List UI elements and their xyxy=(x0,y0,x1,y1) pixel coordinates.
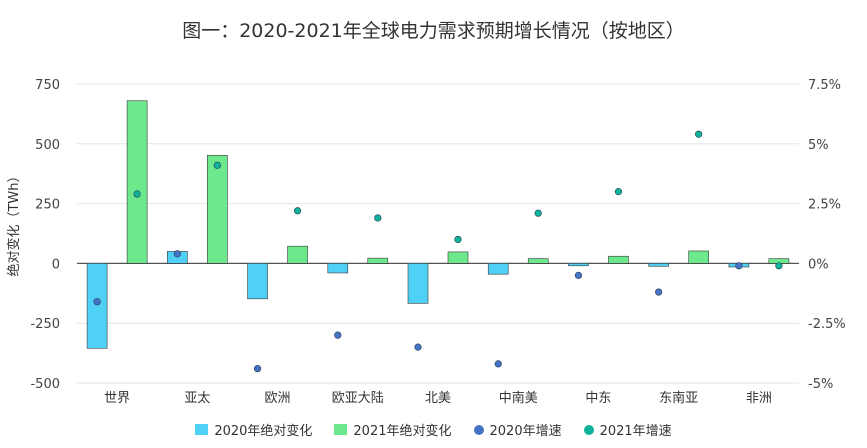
y-tick-label: -250 xyxy=(30,317,60,332)
bar-2021-4 xyxy=(447,251,469,264)
bar-2020-3 xyxy=(327,263,349,274)
chart-title: 图一：2020-2021年全球电力需求预期增长情况（按地区） xyxy=(182,20,685,42)
point-2021-5 xyxy=(534,209,542,217)
scatter-points xyxy=(93,130,783,373)
bar-2021-5 xyxy=(527,258,549,264)
grid-lines xyxy=(77,83,799,384)
legend-label: 2020年增速 xyxy=(489,424,562,439)
y-tick-label: 750 xyxy=(35,78,60,93)
legend-item-2021-change: 2021年绝对变化 xyxy=(334,420,452,439)
point-2021-1 xyxy=(213,161,221,169)
y2-tick-label: 0% xyxy=(808,257,829,272)
bar-2020-5 xyxy=(487,263,509,275)
x-tick-label: 非洲 xyxy=(746,391,772,406)
legend-label: 2021年增速 xyxy=(599,424,672,439)
y-axis-label: 绝对变化（TWh） xyxy=(6,169,22,276)
x-tick-label: 中南美 xyxy=(499,390,538,406)
point-2020-3 xyxy=(334,331,342,339)
bar-2020-6 xyxy=(568,263,589,267)
point-2020-8 xyxy=(735,262,743,270)
y-tick-label: 500 xyxy=(35,138,60,153)
point-2020-6 xyxy=(574,271,583,279)
point-2021-2 xyxy=(293,207,302,215)
y-axis-right: -5% -2.5% 0% 2.5% 5% 7.5% xyxy=(808,78,846,392)
legend-item-2020-change: 2020年绝对变化 xyxy=(195,420,312,439)
x-tick-label: 世界 xyxy=(104,391,130,406)
point-2021-7 xyxy=(695,130,703,138)
y-tick-label: 0 xyxy=(52,257,60,272)
bar-2021-1 xyxy=(207,154,228,264)
x-axis: 世界 亚太 欧洲 欧亚大陆 北美 中南美 中东 东南亚 非洲 xyxy=(104,390,772,406)
legend-label: 2021年绝对变化 xyxy=(353,424,452,439)
y2-tick-label: 2.5% xyxy=(808,198,841,213)
bar-2021-2 xyxy=(287,245,308,264)
legend-swatch xyxy=(195,424,209,435)
bar-2020-7 xyxy=(648,263,669,267)
legend-item-2020-growth: 2020年增速 xyxy=(473,420,562,439)
x-tick-label: 欧洲 xyxy=(265,391,291,406)
legend-item-2021-growth: 2021年增速 xyxy=(583,420,672,439)
y-tick-label: 250 xyxy=(35,198,60,213)
x-tick-label: 中东 xyxy=(585,391,611,406)
point-2020-4 xyxy=(414,343,422,351)
point-2021-8 xyxy=(775,262,783,270)
bar-2021-7 xyxy=(688,250,709,264)
legend: 2020年绝对变化 2021年绝对变化 2020年增速 2021年增速 xyxy=(0,420,867,439)
bar-2020-2 xyxy=(247,263,268,300)
x-tick-label: 欧亚大陆 xyxy=(332,390,384,406)
point-2021-0 xyxy=(133,190,141,198)
bars xyxy=(86,100,790,349)
bar-2021-0 xyxy=(126,100,148,264)
point-2020-0 xyxy=(93,298,101,306)
x-tick-label: 亚太 xyxy=(184,391,210,406)
y2-tick-label: 7.5% xyxy=(808,78,841,93)
bar-2021-3 xyxy=(367,257,389,264)
y-tick-label: -500 xyxy=(30,377,60,392)
point-2021-3 xyxy=(374,214,382,222)
x-tick-label: 东南亚 xyxy=(659,390,698,406)
legend-swatch xyxy=(473,424,484,435)
legend-swatch xyxy=(334,424,348,435)
y2-tick-label: 5% xyxy=(808,138,829,153)
bar-2021-6 xyxy=(608,255,629,264)
y-axis-left: -500 -250 0 250 500 750 xyxy=(30,78,60,392)
point-2020-7 xyxy=(655,288,663,296)
point-2020-2 xyxy=(253,365,262,373)
y2-tick-label: -5% xyxy=(808,377,833,392)
point-2020-5 xyxy=(494,360,502,368)
legend-label: 2020年绝对变化 xyxy=(214,424,313,439)
legend-swatch xyxy=(583,424,594,435)
bar-2020-4 xyxy=(407,263,429,304)
point-2021-4 xyxy=(454,235,462,244)
x-tick-label: 北美 xyxy=(425,391,451,406)
y2-tick-label: -2.5% xyxy=(808,317,846,332)
bar-2020-0 xyxy=(86,263,108,349)
point-2020-1 xyxy=(173,250,181,258)
point-2021-6 xyxy=(614,188,623,196)
